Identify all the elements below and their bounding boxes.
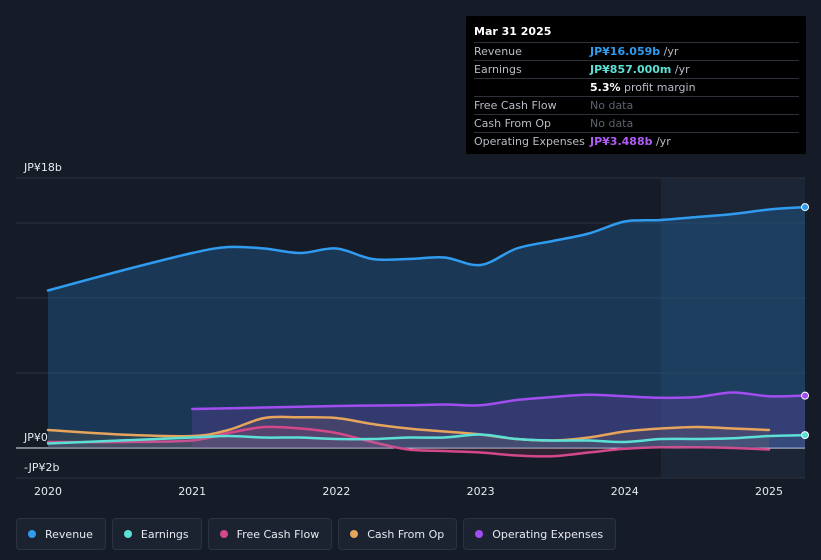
tooltip-value: No data — [590, 117, 634, 130]
y-axis-label: JP¥18b — [23, 161, 62, 174]
x-axis-label: 2022 — [322, 485, 350, 498]
legend-label: Cash From Op — [367, 527, 445, 541]
series-line-earnings — [46, 433, 807, 445]
axis-labels: JP¥18b JP¥0 -JP¥2b 2020 2021 2022 2023 2024 2025 — [23, 161, 783, 498]
tooltip-value: 5.3% profit margin — [590, 81, 696, 94]
tooltip-label: Free Cash Flow — [474, 99, 557, 112]
legend-label: Revenue — [45, 527, 93, 541]
legend-dot-icon — [350, 530, 359, 538]
legend-label: Earnings — [140, 527, 189, 541]
tooltip-date: Mar 31 2025 — [474, 23, 799, 43]
tooltip-row: Earnings JP¥857.000m /yr — [474, 61, 799, 79]
legend-dot-icon — [123, 530, 132, 538]
tooltip: Mar 31 2025 Revenue JP¥16.059b /yr Earning… — [466, 16, 806, 154]
x-axis-label: 2024 — [611, 485, 639, 498]
legend-label: Operating Expenses — [492, 527, 604, 541]
tooltip-label: Operating Expenses — [474, 135, 585, 148]
x-axis-label: 2025 — [755, 485, 783, 498]
x-axis-label: 2020 — [34, 485, 62, 498]
series-line-cash-from-op — [46, 415, 771, 442]
tooltip-row: Free Cash Flow No data — [474, 97, 799, 115]
series-line-revenue — [46, 205, 807, 292]
legend-item-operating-expenses[interactable]: Operating Expenses — [463, 518, 617, 550]
tooltip-value: JP¥3.488b /yr — [590, 135, 671, 148]
legend-label: Free Cash Flow — [236, 527, 320, 541]
series-end-marker — [801, 391, 810, 400]
tooltip-label: Cash From Op — [474, 117, 552, 130]
x-axis-label: 2023 — [467, 485, 495, 498]
legend-dot-icon — [219, 530, 228, 538]
tooltip-row: Operating Expenses JP¥3.488b /yr — [474, 133, 799, 150]
x-axis-label: 2021 — [178, 485, 206, 498]
series-end-marker — [801, 431, 810, 440]
series-layer — [46, 203, 810, 458]
legend-item-earnings[interactable]: Earnings — [111, 518, 202, 550]
y-axis-label: -JP¥2b — [24, 461, 59, 474]
series-area-revenue — [48, 207, 805, 448]
legend-dot-icon — [475, 530, 484, 538]
series-area-earnings — [48, 434, 805, 448]
tooltip-value: JP¥16.059b /yr — [590, 45, 679, 58]
legend-dot-icon — [28, 530, 36, 538]
series-end-marker — [801, 203, 810, 212]
legend: Revenue Earnings Free Cash Flow Cash From O… — [16, 518, 617, 550]
legend-item-cash-from-op[interactable]: Cash From Op — [338, 518, 458, 550]
tooltip-row: Cash From Op No data — [474, 115, 799, 133]
series-line-operating-expenses — [190, 391, 807, 411]
legend-item-free-cash-flow[interactable]: Free Cash Flow — [207, 518, 333, 550]
series-line-free-cash-flow — [46, 425, 771, 458]
tooltip-label — [474, 79, 590, 96]
legend-item-revenue[interactable]: Revenue — [16, 518, 106, 550]
tooltip-row: Revenue JP¥16.059b /yr — [474, 43, 799, 61]
y-axis-label: JP¥0 — [23, 431, 48, 444]
tooltip-label: Revenue — [474, 45, 522, 58]
tooltip-value: No data — [590, 99, 634, 112]
tooltip-label: Earnings — [474, 63, 522, 76]
tooltip-value: JP¥857.000m /yr — [590, 63, 690, 76]
tooltip-row: 5.3% profit margin — [474, 79, 799, 97]
